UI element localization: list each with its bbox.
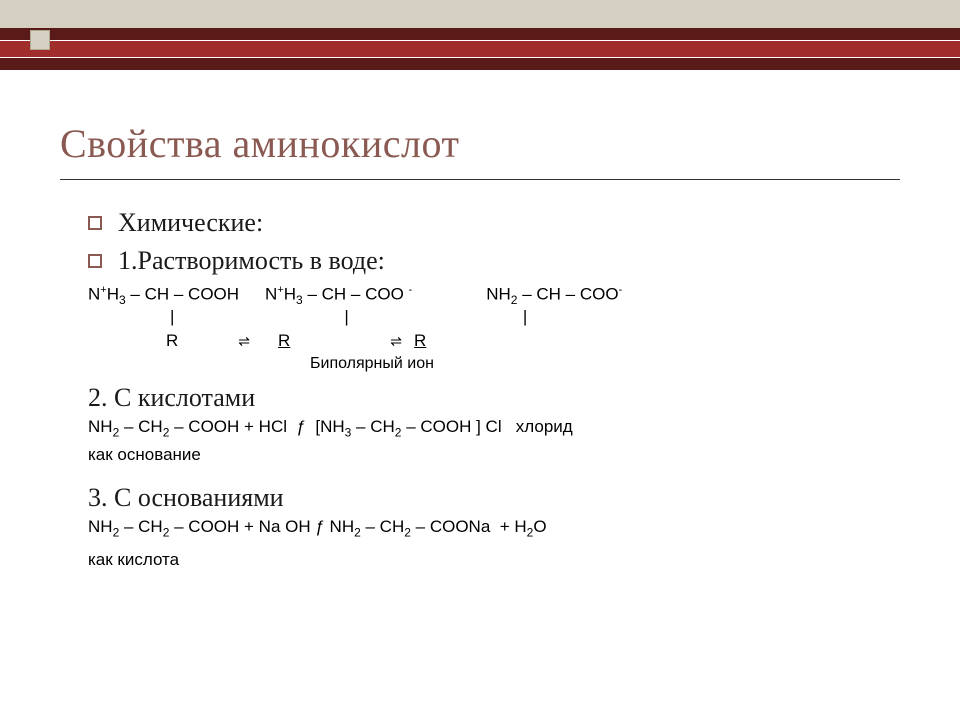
slide-content: Свойства аминокислот Химические: 1.Раств… (0, 70, 960, 590)
solubility-forms-row: N+H3 – CH – COOH N+H3 – CH – COO - NH2 –… (60, 284, 900, 307)
bullet-row-1: Химические: (60, 208, 900, 238)
reaction-2: NH2 – CH2 – COOH + HCl ƒ [NH3 – CH2 – CO… (60, 417, 900, 439)
bond-bars-row: | | | (60, 307, 900, 327)
r-group-3: R (414, 331, 426, 351)
section-2-heading: 2. С кислотами (60, 383, 900, 413)
bipolar-ion-label: Биполярный ион (60, 355, 900, 373)
equilibrium-arrow-1: ⇌ (238, 331, 248, 351)
band-dark-2 (0, 58, 960, 70)
form-2: N+H3 – CH – COO - (265, 284, 412, 307)
r-substituents-row: R ⇌ R ⇌ R (60, 331, 900, 351)
title-underline (60, 179, 900, 180)
form-1: N+H3 – CH – COOH (88, 284, 239, 307)
r-group-2: R (278, 331, 290, 351)
bullet-2-text: 1.Растворимость в воде: (118, 246, 385, 276)
r-group-1: R (166, 331, 178, 351)
note-2: как основание (60, 445, 900, 465)
band-red (0, 41, 960, 57)
section-3-heading: 3. С основаниями (60, 483, 900, 513)
bullet-1-text: Химические: (118, 208, 263, 238)
band-dark-1 (0, 28, 960, 40)
decorative-bands (0, 28, 960, 70)
bullet-icon (88, 254, 102, 268)
slide-title: Свойства аминокислот (60, 120, 900, 167)
bond-bar-3: | (523, 307, 527, 327)
bullet-icon (88, 216, 102, 230)
decorative-square (30, 30, 50, 50)
bond-bar-2: | (344, 307, 348, 327)
bullet-row-2: 1.Растворимость в воде: (60, 246, 900, 276)
equilibrium-arrow-2: ⇌ (390, 331, 400, 351)
bond-bar-1: | (170, 307, 174, 327)
top-beige-bar (0, 0, 960, 28)
form-3: NH2 – CH – COO- (486, 284, 622, 307)
note-3: как кислота (60, 550, 900, 570)
reaction-3: NH2 – CH2 – COOH + Na OH ƒ NH2 – CH2 – C… (60, 517, 900, 539)
